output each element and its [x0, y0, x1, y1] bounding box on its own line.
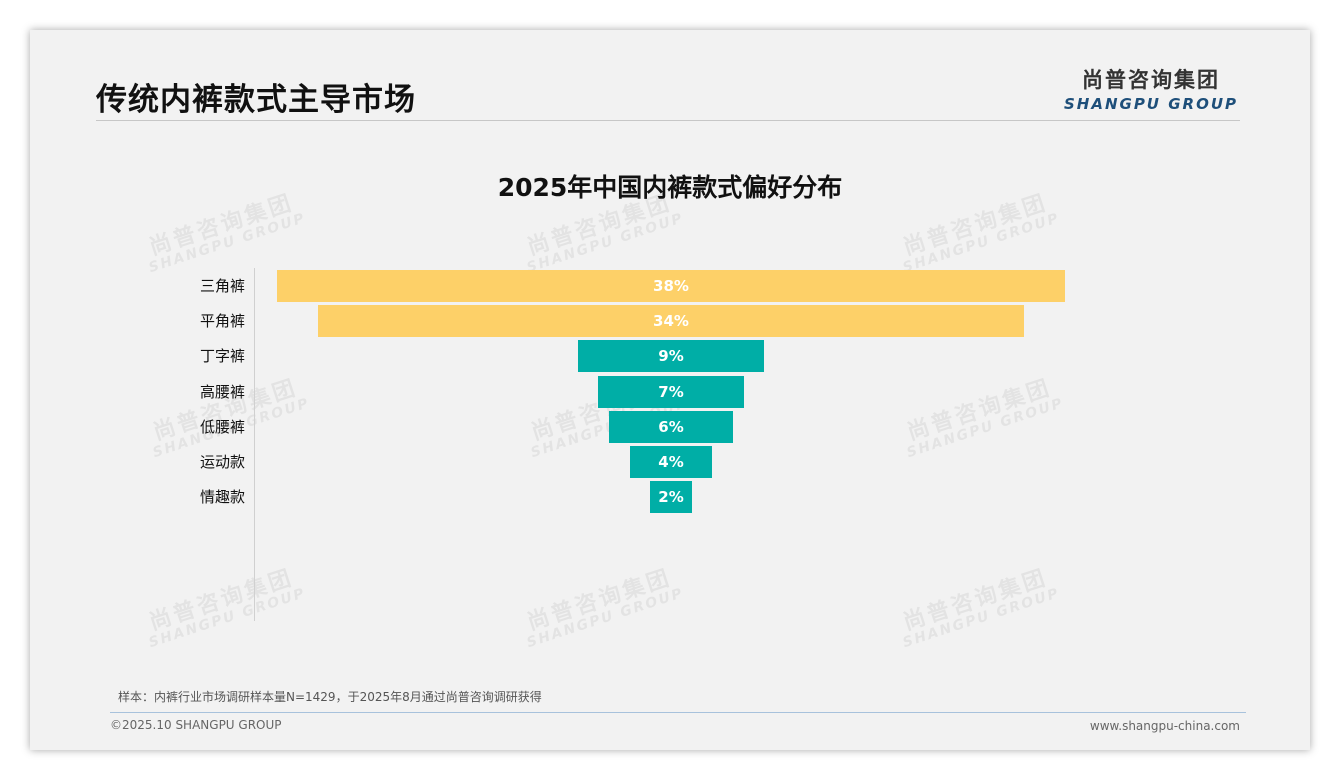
- bar: [276, 270, 1066, 302]
- page-title: 传统内裤款式主导市场: [96, 82, 416, 118]
- slide: 尚普咨询集团 SHANGPU GROUP 尚普咨询集团 SHANGPU GROUP …: [30, 30, 1310, 750]
- chart-title: 2025年中国内裤款式偏好分布: [497, 173, 843, 202]
- bar-value-label: 4%: [658, 453, 684, 471]
- bar: [318, 305, 1024, 338]
- bar-value-label: 9%: [658, 347, 684, 366]
- header-divider: [96, 120, 1240, 121]
- bar-value-label: 7%: [658, 382, 684, 401]
- footer-divider: [110, 712, 1246, 713]
- bar-value-label: 2%: [658, 488, 684, 507]
- logo-text-cn: 尚普咨询集团: [1081, 68, 1220, 92]
- category-label: 运动款: [199, 453, 245, 471]
- category-label: 情趣款: [199, 488, 245, 507]
- sample-note: 样本：内裤行业市场调研样本量N=1429，于2025年8月通过尚普咨询调研获得: [118, 690, 542, 704]
- bar-value-label: 38%: [653, 277, 689, 295]
- copyright: ©2025.10 SHANGPU GROUP: [110, 718, 282, 732]
- bar: [598, 375, 744, 408]
- bar-value-label: 6%: [658, 417, 684, 436]
- category-axis-line: [254, 268, 255, 621]
- bar-value-label: 34%: [653, 312, 689, 331]
- website-link[interactable]: www.shangpu-china.com: [1089, 719, 1240, 733]
- bar: [577, 340, 765, 373]
- bar: [650, 481, 692, 514]
- category-label: 低腰裤: [199, 417, 245, 436]
- category-label: 高腰裤: [199, 382, 245, 401]
- logo-text-en: SHANGPU GROUP: [1063, 95, 1238, 113]
- bar: [608, 410, 734, 443]
- company-logo: 尚普咨询集团 SHANGPU GROUP: [1064, 64, 1238, 113]
- category-label: 平角裤: [199, 312, 245, 331]
- bar: [629, 446, 713, 478]
- category-label: 三角裤: [199, 277, 245, 295]
- category-label: 丁字裤: [199, 347, 245, 366]
